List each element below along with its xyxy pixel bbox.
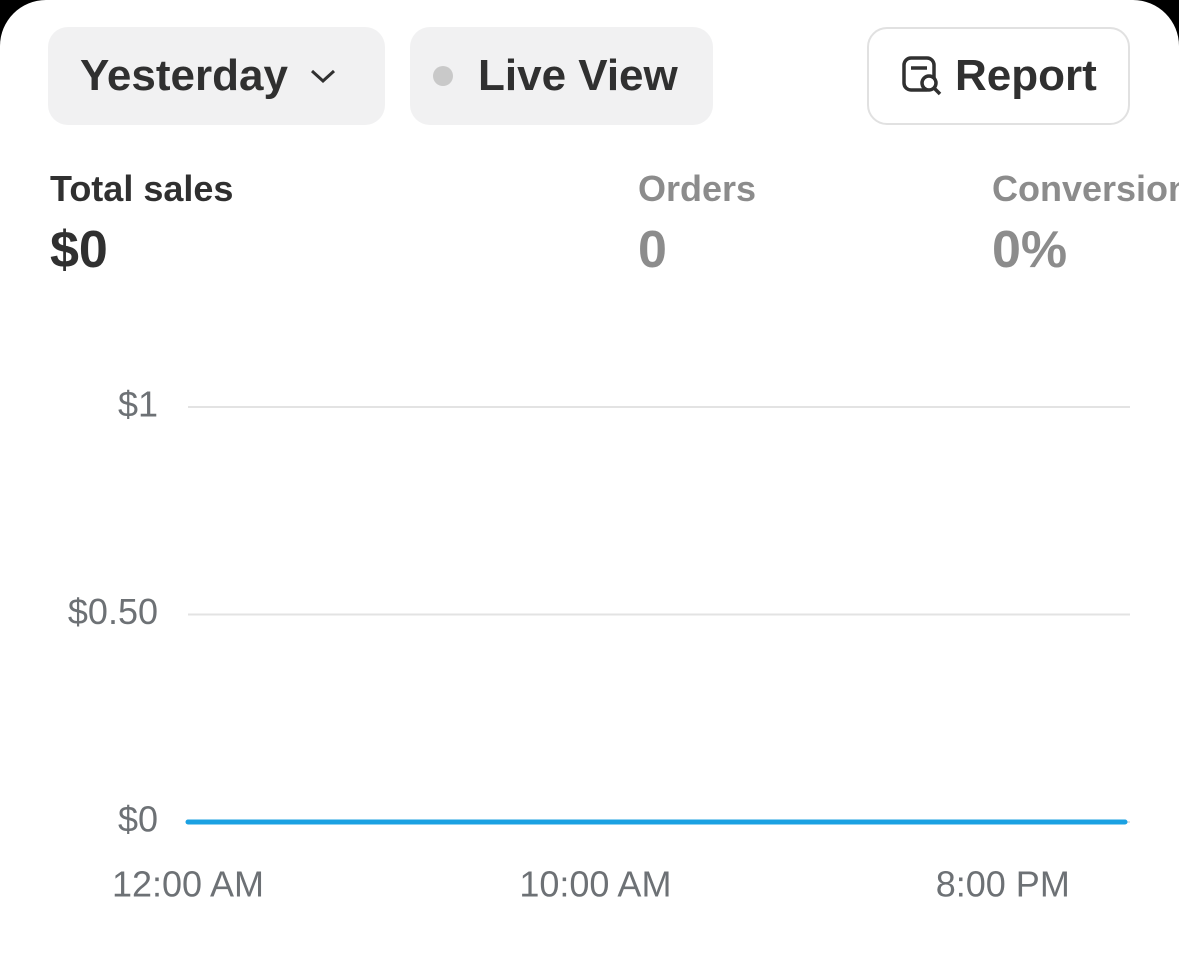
report-icon xyxy=(902,56,942,96)
period-selector[interactable]: Yesterday xyxy=(48,27,385,125)
metric[interactable]: Conversion 0% xyxy=(992,168,1179,280)
live-view-button[interactable]: Live View xyxy=(410,27,713,125)
y-tick-label: $0 xyxy=(118,799,158,840)
metric-label: Total sales xyxy=(50,168,234,209)
metric[interactable]: Total sales $0 xyxy=(50,168,233,280)
metric-label: Orders xyxy=(638,168,757,209)
report-button[interactable]: Report xyxy=(867,27,1130,125)
y-tick-label: $1 xyxy=(118,384,158,425)
y-tick-label: $0.50 xyxy=(68,591,158,632)
metric-value: $0 xyxy=(50,221,108,279)
period-label: Yesterday xyxy=(80,51,288,100)
status-dot xyxy=(433,66,453,86)
metric[interactable]: Orders 0 xyxy=(638,168,756,280)
metric-label: Conversion xyxy=(992,168,1179,209)
live-view-label: Live View xyxy=(478,51,678,100)
x-tick-label: 8:00 PM xyxy=(936,864,1070,905)
chevron-icon xyxy=(310,69,335,84)
report-label: Report xyxy=(955,51,1097,100)
x-tick-label: 12:00 AM xyxy=(112,864,264,905)
x-tick-label: 10:00 AM xyxy=(519,864,671,905)
metric-value: 0% xyxy=(992,221,1068,279)
metric-value: 0 xyxy=(638,221,667,279)
